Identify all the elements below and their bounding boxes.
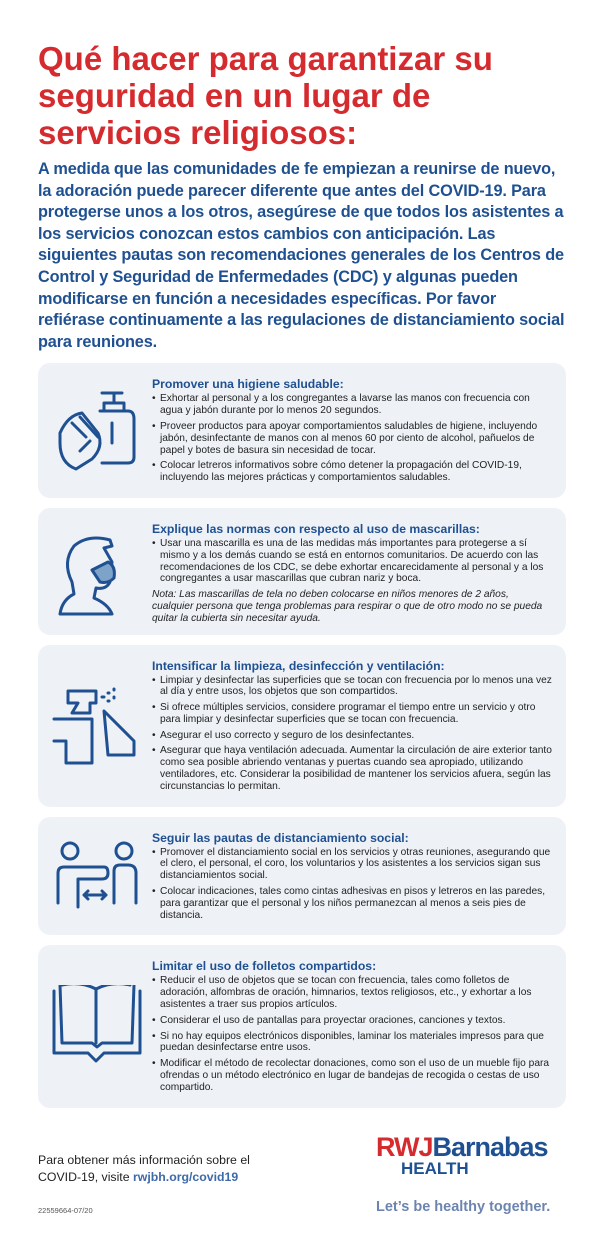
spray-bottle-icon <box>52 687 136 764</box>
list-item: Colocar letreros informativos sobre cómo… <box>152 460 552 484</box>
list-item: Limpiar y desinfectar las superficies qu… <box>152 675 552 699</box>
section-distancing: Seguir las pautas de distanciamiento soc… <box>38 816 566 936</box>
intro-paragraph: A medida que las comunidades de fe empie… <box>38 160 565 351</box>
section-heading: Limitar el uso de folletos compartidos: <box>152 959 377 974</box>
social-distance-icon <box>56 841 138 909</box>
footer-info: Para obtener más información sobre el CO… <box>38 1152 278 1186</box>
section-shared-materials: Limitar el uso de folletos compartidos: … <box>38 945 566 1108</box>
note-text: Nota: Las mascarillas de tela no deben c… <box>152 589 543 624</box>
hand-sanitizer-icon <box>58 391 136 471</box>
list-item: Promover el distanciamiento social en lo… <box>152 847 552 882</box>
list-item: Proveer productos para apoyar comportami… <box>152 421 552 456</box>
page-title: Qué hacer para garantizar su seguridad e… <box>38 40 493 151</box>
list-item: Usar una mascarilla es una de las medida… <box>152 538 552 585</box>
document-code: 22559664-07/20 <box>38 1205 93 1215</box>
list-item: Reducir el uso de objetos que se tocan c… <box>152 975 552 1010</box>
covid-link[interactable]: rwjbh.org/covid19 <box>133 1169 239 1184</box>
list-item: Si ofrece múltiples servicios, considere… <box>152 702 552 726</box>
open-book-icon <box>52 985 142 1063</box>
logo-health: HEALTH <box>401 1158 469 1178</box>
section-heading: Seguir las pautas de distanciamiento soc… <box>152 830 409 845</box>
footer-text: Para obtener más información sobre el CO… <box>38 1152 250 1184</box>
footer: Para obtener más información sobre el CO… <box>38 1131 566 1215</box>
section-cleaning: Intensificar la limpieza, desinfección y… <box>38 644 566 807</box>
logo-barnabas: Barnabas <box>432 1131 549 1162</box>
section-heading: Explique las normas con respecto al uso … <box>152 521 480 536</box>
section-heading: Promover una higiene saludable: <box>152 377 344 392</box>
logo-rwj: RWJ <box>376 1131 434 1162</box>
section-heading: Intensificar la limpieza, desinfección y… <box>152 658 445 673</box>
face-mask-icon <box>58 536 116 616</box>
tagline: Let’s be healthy together. <box>376 1198 551 1215</box>
list-item: Colocar indicaciones, tales como cintas … <box>152 886 552 921</box>
list-item: Considerar el uso de pantallas para proy… <box>152 1015 552 1027</box>
rwjbarnabas-logo: RWJBarnabas HEALTH <box>376 1131 566 1178</box>
list-item: Asegurar que haya ventilación adecuada. … <box>152 745 552 792</box>
list-item: Asegurar el uso correcto y seguro de los… <box>152 730 552 742</box>
list-item: Si no hay equipos electrónicos disponibl… <box>152 1031 552 1055</box>
section-masks: Explique las normas con respecto al uso … <box>38 507 566 635</box>
section-hygiene: Promover una higiene saludable: Exhortar… <box>38 363 566 498</box>
list-item: Modificar el método de recolectar donaci… <box>152 1058 552 1093</box>
list-item: Exhortar al personal y a los congregante… <box>152 393 552 417</box>
